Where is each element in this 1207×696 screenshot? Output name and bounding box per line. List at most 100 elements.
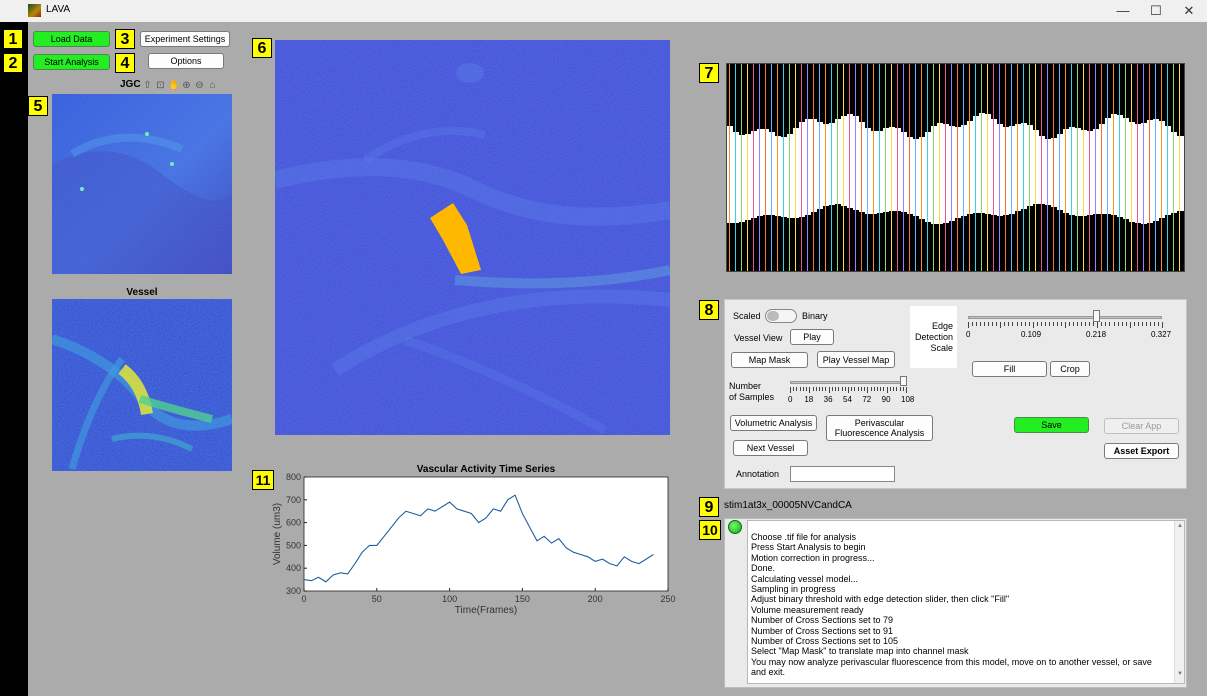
slider-tick: [828, 387, 830, 393]
cross-section-line: [1167, 64, 1168, 271]
edge-slider-track[interactable]: [968, 316, 1162, 319]
cross-section-line: [1065, 64, 1066, 271]
cross-section-line: [1161, 64, 1162, 271]
slider-tick: [996, 322, 998, 326]
play-vessel-map-button[interactable]: Play Vessel Map: [817, 351, 895, 368]
load-data-button[interactable]: Load Data: [33, 31, 110, 47]
volumetric-analysis-button[interactable]: Volumetric Analysis: [730, 415, 817, 431]
slider-tick: [968, 322, 969, 328]
slider-tick: [896, 387, 898, 391]
slider-tick: [893, 387, 895, 391]
map-mask-button[interactable]: Map Mask: [731, 352, 808, 368]
edge-detection-slider[interactable]: 0 0.109 0.218 0.327: [966, 308, 1171, 348]
number-of-samples-label: Number of Samples: [729, 381, 775, 402]
slider-tick: [1089, 322, 1091, 326]
slider-tick: [1069, 322, 1071, 326]
cross-section-line: [993, 64, 994, 271]
scroll-down-icon[interactable]: ▼: [1177, 671, 1183, 677]
slider-tick: [812, 387, 814, 391]
cross-section-line: [975, 64, 976, 271]
pan-icon[interactable]: ✋: [168, 80, 181, 91]
cross-section-line: [801, 64, 802, 271]
slider-tick: [802, 387, 804, 391]
slider-tick: [1137, 322, 1139, 326]
y-axis-label: Volume (um3): [272, 503, 283, 565]
edge-tick-label: 0.218: [1086, 330, 1107, 339]
experiment-settings-button[interactable]: Experiment Settings: [140, 31, 230, 47]
log-line: Number of Cross Sections set to 79: [751, 615, 894, 626]
main-vessel-image[interactable]: [272, 40, 672, 435]
crop-button[interactable]: Crop: [1050, 361, 1090, 377]
cross-section-line: [759, 64, 760, 271]
log-line: Calculating vessel model...: [751, 573, 859, 584]
cross-section-line: [957, 64, 958, 271]
slider-tick: [1040, 322, 1042, 326]
datatip-icon[interactable]: ⊡: [156, 80, 165, 91]
chart-plot-area: [303, 476, 669, 592]
scaled-binary-switch[interactable]: [765, 309, 797, 323]
slider-tick: [1052, 322, 1054, 326]
log-line: Motion correction in progress...: [751, 552, 875, 563]
edge-slider-ticks: [968, 322, 1163, 328]
export-icon[interactable]: ⇧: [143, 80, 152, 91]
samples-tick-label: 0: [788, 395, 793, 404]
label-3: 3: [115, 29, 135, 49]
zoom-out-icon[interactable]: ⊖: [195, 80, 204, 91]
cross-section-line: [843, 64, 844, 271]
y-tick-label: 600: [286, 518, 301, 528]
slider-tick: [1157, 322, 1159, 326]
log-scrollbar[interactable]: ▲ ▼: [1174, 521, 1184, 683]
y-tick-label: 700: [286, 495, 301, 505]
cross-section-line: [999, 64, 1000, 271]
close-icon[interactable]: ✕: [1183, 3, 1195, 18]
raw-frame-image: [52, 94, 232, 274]
slider-tick: [889, 387, 891, 391]
cross-section-line: [795, 64, 796, 271]
log-textarea[interactable]: Choose .tif file for analysis Press Start…: [747, 520, 1185, 684]
maximize-icon[interactable]: ☐: [1150, 3, 1162, 18]
samples-slider-thumb[interactable]: [899, 376, 907, 386]
minimize-icon[interactable]: —: [1116, 3, 1130, 18]
cross-section-line: [921, 64, 922, 271]
fill-button[interactable]: Fill: [972, 361, 1047, 377]
slider-tick: [886, 387, 888, 393]
cross-section-line: [981, 64, 982, 271]
cross-section-line: [1119, 64, 1120, 271]
edge-slider-thumb[interactable]: [1093, 310, 1101, 322]
zoom-in-icon[interactable]: ⊕: [182, 80, 191, 91]
slider-tick: [838, 387, 840, 391]
samples-slider-track[interactable]: [790, 381, 906, 384]
next-vessel-button[interactable]: Next Vessel: [733, 440, 808, 456]
slider-tick: [902, 387, 904, 391]
options-button[interactable]: Options: [148, 53, 224, 69]
switch-knob[interactable]: [767, 311, 779, 321]
perivascular-fluorescence-analysis-button[interactable]: Perivascular Fluorescence Analysis: [826, 415, 933, 441]
cross-section-line: [753, 64, 754, 271]
x-tick-label: 100: [442, 594, 457, 604]
cross-section-line: [987, 64, 988, 271]
label-1: 1: [3, 29, 23, 49]
scroll-up-icon[interactable]: ▲: [1177, 523, 1183, 529]
save-button[interactable]: Save: [1014, 417, 1089, 433]
play-button[interactable]: Play: [790, 329, 834, 345]
samples-slider[interactable]: 0 18 36 54 72 90 108: [788, 376, 914, 408]
home-icon[interactable]: ⌂: [209, 80, 216, 91]
cross-section-line: [1107, 64, 1108, 271]
title-bar: LAVA — ☐ ✕: [0, 0, 1207, 22]
slider-tick: [841, 387, 843, 391]
label-10: 10: [699, 520, 721, 540]
cross-section-line: [771, 64, 772, 271]
samples-tick-label: 90: [881, 395, 891, 404]
cross-section-line: [939, 64, 940, 271]
cross-section-line: [1095, 64, 1096, 271]
log-line: Choose .tif file for analysis: [751, 532, 857, 542]
label-8: 8: [699, 300, 719, 320]
slider-tick: [1162, 322, 1163, 328]
filename-label: stim1at3x_00005NVCandCA: [724, 500, 852, 511]
samples-tick-label: 18: [804, 395, 814, 404]
asset-export-button[interactable]: Asset Export: [1104, 443, 1179, 459]
scaled-label: Scaled: [733, 311, 761, 321]
annotation-input[interactable]: [790, 466, 895, 482]
slider-tick: [1024, 322, 1026, 326]
start-analysis-button[interactable]: Start Analysis: [33, 54, 110, 70]
